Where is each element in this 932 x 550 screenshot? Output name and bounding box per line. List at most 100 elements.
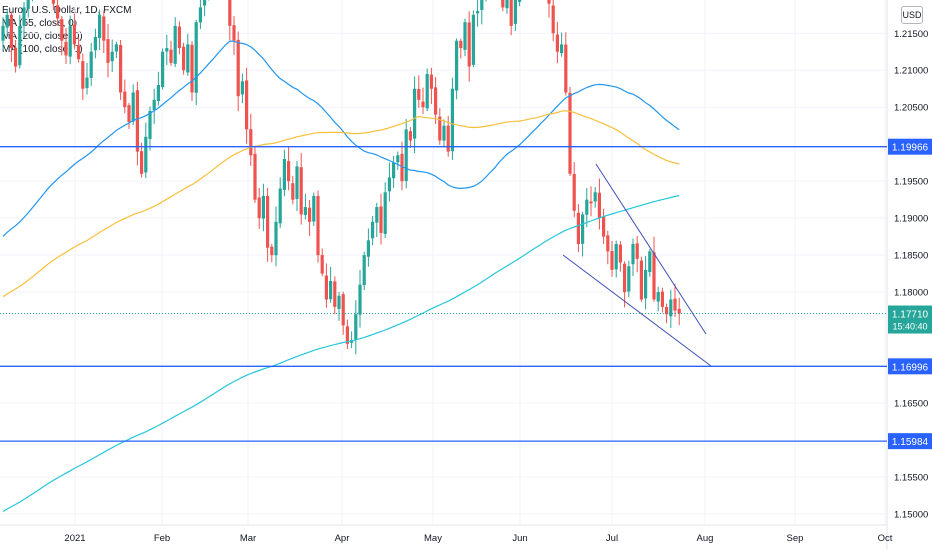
candle-body: [635, 243, 639, 259]
candle-body: [274, 221, 278, 256]
x-tick-label: Jun: [512, 533, 527, 544]
candle-body: [350, 340, 354, 343]
level-tag-label: 1.15984: [892, 437, 929, 448]
y-tick-label: 1.21000: [894, 66, 928, 77]
candle-body: [253, 153, 257, 200]
legend-ma55[interactable]: MA (55, close, 0): [2, 18, 78, 29]
channel-upper-line[interactable]: [595, 163, 707, 335]
candle-body: [299, 167, 303, 215]
candle-body: [22, 7, 26, 26]
candle-body: [144, 136, 148, 173]
candle-body: [606, 235, 610, 252]
candle-body: [673, 298, 677, 311]
candle-body: [551, 5, 555, 34]
candle-body: [72, 24, 76, 45]
candle-body: [287, 161, 291, 182]
candle-body: [597, 192, 601, 219]
candle-body: [362, 255, 366, 286]
candle-body: [618, 244, 622, 263]
legend-ma100[interactable]: MA (100, close, 0): [2, 44, 83, 55]
candle-body: [182, 46, 186, 71]
y-tick-label: 1.16500: [894, 398, 928, 409]
y-tick-label: 1.18000: [894, 288, 928, 299]
candle-body: [114, 44, 118, 52]
candle-body: [614, 244, 618, 270]
ma100-line: [2, 194, 680, 513]
candle-body: [467, 22, 471, 67]
candle-body: [383, 192, 387, 234]
ma55-line: [2, 40, 680, 237]
x-tick-label: Apr: [335, 533, 350, 544]
candle-body: [236, 39, 240, 97]
candle-body: [413, 88, 417, 139]
candle-body: [400, 153, 404, 182]
candle-body: [152, 99, 156, 111]
candle-body: [68, 25, 72, 57]
candle-body: [480, 0, 484, 10]
currency-button[interactable]: USD: [901, 6, 923, 24]
legend-title: Euro / U.S. Dollar, 1D, FXCM: [2, 5, 132, 16]
candle-body: [593, 192, 597, 202]
y-tick-label: 1.20500: [894, 103, 928, 114]
candle-body: [627, 266, 631, 292]
candle-body: [312, 195, 316, 222]
horizontal-levels: 1.19966 1.16996 1.15984: [0, 138, 932, 450]
candle-body: [396, 155, 400, 163]
candle-body: [173, 25, 177, 64]
x-tick-label: Oct: [878, 533, 893, 544]
candle-body: [404, 129, 408, 182]
candle-body: [77, 45, 81, 60]
candle-body: [261, 195, 265, 219]
candle-body: [308, 207, 312, 222]
x-tick-label: Feb: [154, 533, 170, 544]
candle-body: [509, 0, 513, 26]
candle-body: [341, 294, 345, 326]
countdown-label: 15:40:40: [892, 322, 927, 332]
y-tick-label: 1.19500: [894, 177, 928, 188]
candle-body: [463, 22, 467, 50]
legend-ma200[interactable]: MA (200, close, 0): [2, 31, 83, 42]
candle-body: [85, 77, 89, 89]
y-tick-label: 1.21500: [894, 29, 928, 40]
x-tick-label: Aug: [697, 533, 714, 544]
candle-body: [131, 92, 135, 122]
candle-body: [652, 252, 656, 300]
x-tick-label: May: [424, 533, 442, 544]
candle-body: [518, 0, 522, 2]
candle-body: [677, 308, 681, 314]
candle-body: [354, 314, 358, 340]
candle-body: [429, 74, 433, 89]
candle-body: [446, 125, 450, 152]
candle-body: [51, 0, 55, 4]
candle-body: [623, 263, 627, 293]
y-tick-label: 1.19000: [894, 214, 928, 225]
candle-body: [81, 61, 85, 89]
candle-body: [194, 22, 198, 93]
candle-body: [665, 306, 669, 315]
channel-lower-line[interactable]: [562, 254, 712, 367]
candle-body: [366, 240, 370, 257]
last-price-tag: [888, 305, 932, 334]
candle-body: [245, 80, 249, 130]
level-tag-label: 1.16996: [892, 362, 929, 373]
time-axis[interactable]: 2021 Feb Mar Apr May Jun Jul Aug Sep Oct: [64, 533, 892, 544]
candle-body: [408, 131, 412, 141]
candle-body: [316, 196, 320, 256]
price-axis[interactable]: 1.21500 1.21000 1.20500 1.19500 1.19000 1.185…: [894, 29, 928, 521]
candle-body: [421, 101, 425, 108]
level-tag-label: 1.19966: [892, 143, 929, 154]
candle-body: [148, 110, 152, 139]
level-tag: [888, 138, 932, 155]
candle-body: [203, 0, 207, 6]
candle-body: [140, 151, 144, 174]
candle-body: [14, 47, 18, 67]
candle-body: [476, 11, 480, 14]
candle-body: [98, 14, 102, 39]
candle-body: [547, 0, 551, 4]
candle-body: [375, 207, 379, 223]
candle-body: [240, 81, 244, 95]
candle-body: [455, 40, 459, 91]
candle-body: [358, 284, 362, 315]
y-tick-label: 1.15500: [894, 472, 928, 483]
